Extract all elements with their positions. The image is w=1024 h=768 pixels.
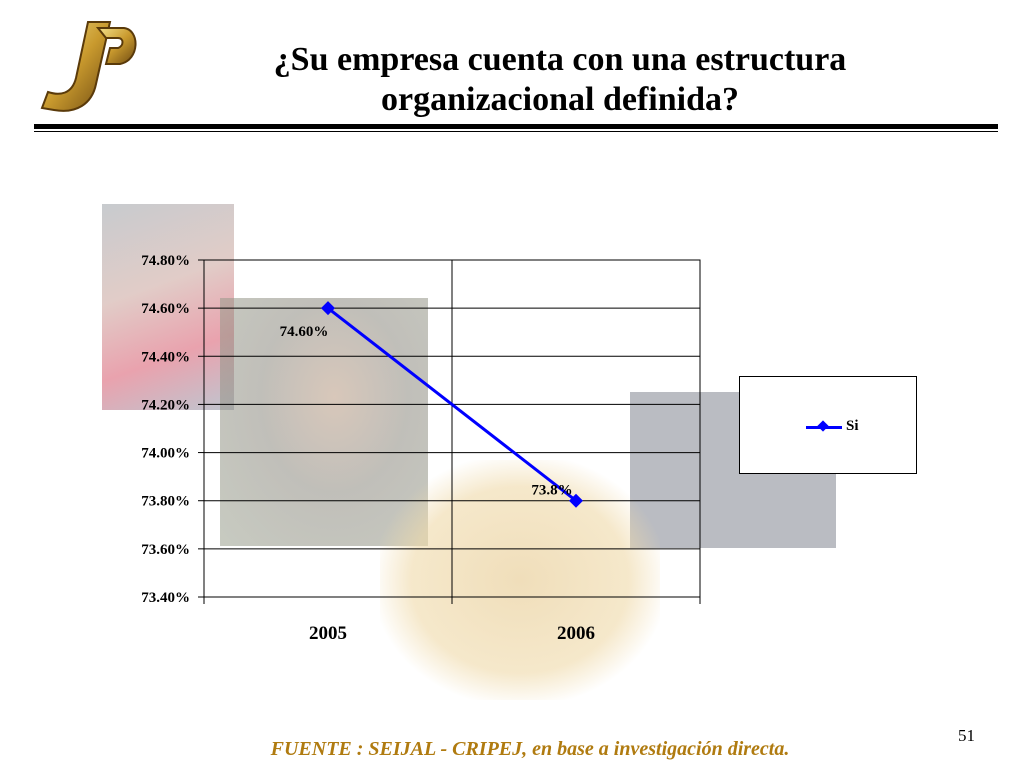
x-tick-label: 2005 — [309, 623, 347, 644]
jp-logo — [40, 21, 137, 112]
y-tick-label: 74.80% — [141, 253, 190, 269]
y-tick-label: 74.20% — [141, 397, 190, 413]
slide-title: ¿Su empresa cuenta con una estructura or… — [273, 41, 847, 118]
legend-series-label: Si — [846, 418, 859, 434]
source-note: FUENTE : SEIJAL - CRIPEJ, en base a inve… — [270, 738, 790, 760]
data-label: 73.8% — [531, 483, 572, 499]
data-point — [569, 493, 583, 508]
title-rule — [34, 124, 998, 129]
page-number: 51 — [958, 726, 975, 745]
x-tick-label: 2006 — [557, 623, 595, 644]
y-tick-label: 73.60% — [141, 542, 190, 558]
chart-legend: Si — [739, 376, 917, 474]
series-line — [327, 306, 577, 502]
y-tick-label: 74.40% — [141, 349, 190, 365]
title-rule-thin — [34, 131, 998, 132]
data-label: 74.60% — [280, 324, 329, 340]
y-tick-label: 74.60% — [141, 301, 190, 317]
legend-series-marker — [817, 420, 829, 432]
data-point — [321, 301, 335, 316]
background-photo-gold — [380, 460, 660, 700]
y-tick-label: 74.00% — [141, 446, 190, 462]
y-tick-label: 73.40% — [141, 590, 190, 606]
y-tick-label: 73.80% — [141, 494, 190, 510]
background-photo-woman — [102, 204, 234, 410]
